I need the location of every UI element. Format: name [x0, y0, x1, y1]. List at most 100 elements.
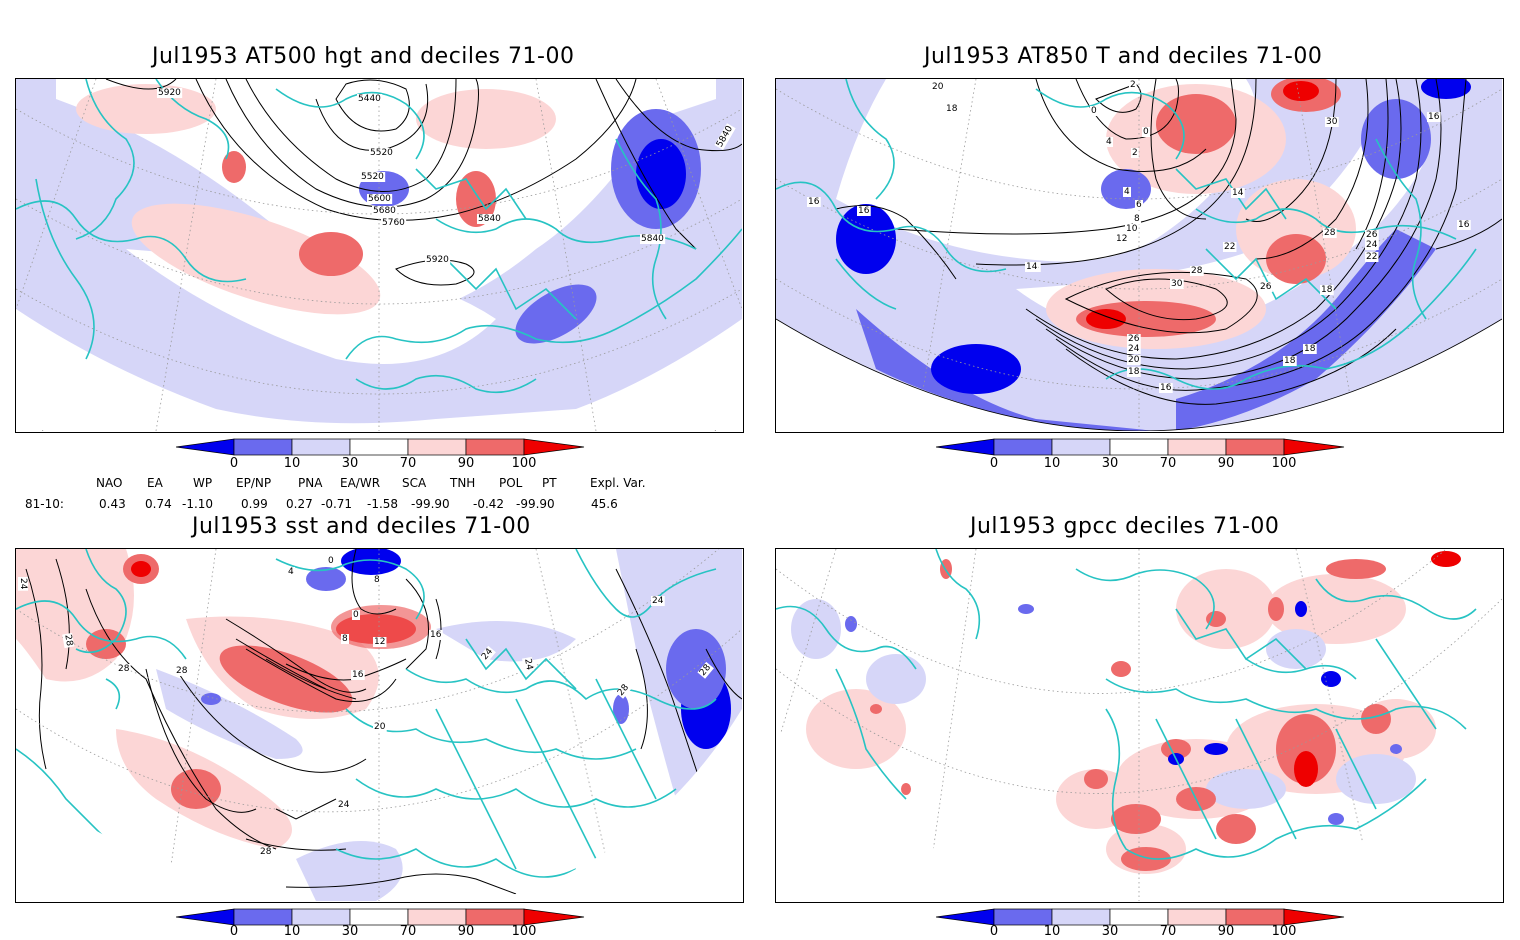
contour-label-bg	[1259, 282, 1273, 292]
colorbar-tick: 90	[1217, 456, 1235, 471]
colorbar-swatches	[175, 908, 585, 926]
contour-label-bg	[945, 104, 959, 114]
colorbar-segment	[233, 908, 293, 926]
index-header: TNH	[450, 476, 476, 490]
contour-label: 16	[1458, 220, 1470, 230]
colorbar-segment	[993, 438, 1053, 456]
contour-label: 5600	[368, 194, 391, 204]
contour-label: 18	[1128, 367, 1140, 377]
colorbar-segment	[407, 908, 467, 926]
anomaly-light-blue	[156, 669, 303, 759]
contour-label: 0	[1091, 106, 1097, 116]
contour-label: 18	[1321, 285, 1333, 295]
contour-label: 12	[1116, 234, 1127, 244]
contour-label: 4	[1124, 187, 1130, 197]
colorbar-tick: 0	[989, 456, 999, 471]
colorbar-segment	[291, 908, 351, 926]
index-value: 45.6	[591, 497, 618, 511]
contour-label-bg	[1325, 117, 1339, 127]
contour-label-boxes: 20 2 18 0 0 4 2 30 16 16 4 6 8 10 12 14 …	[807, 80, 1471, 393]
colorbar-segment	[1225, 908, 1285, 926]
colorbar-segment	[175, 438, 235, 456]
anomaly-blue-belt	[856, 309, 1156, 431]
contour-label-bg	[425, 255, 451, 265]
colorbar-segment	[1051, 438, 1111, 456]
anomaly-red	[456, 171, 496, 227]
colorbar-segment	[523, 438, 585, 456]
contour-label: 22	[1224, 242, 1235, 252]
colorbar-tick: 0	[229, 456, 239, 471]
contour-label-bg	[1231, 188, 1245, 198]
colorbar-tick: 10	[1043, 456, 1061, 471]
index-value: 0.74	[145, 497, 172, 511]
colorbar-tick: 100	[511, 456, 537, 471]
contour-label: 8	[342, 634, 348, 644]
index-header: PNA	[298, 476, 323, 490]
contour-label: 20	[374, 722, 386, 732]
contour-label: 14	[1232, 188, 1244, 198]
contour-label: 20	[932, 82, 944, 92]
contour-label: 8	[374, 575, 380, 585]
contour-label: 26	[1128, 334, 1140, 344]
contour-label-bg	[1129, 80, 1137, 90]
contour-label: 18	[1284, 356, 1296, 366]
contour-label-bg	[1127, 334, 1141, 344]
anomaly-blue	[666, 629, 726, 709]
colorbar-bottom-left: 0 10 30 70 90 100	[175, 908, 586, 940]
contour-label-bg	[931, 82, 945, 92]
contour-label: 2	[1132, 148, 1138, 158]
contour-label-bg	[1283, 356, 1297, 366]
anomaly-red	[299, 232, 363, 276]
contour-label: 16	[352, 670, 364, 680]
anomaly-blue	[613, 694, 629, 724]
colorbar-tick: 70	[1159, 456, 1177, 471]
anomaly-red	[1086, 309, 1126, 329]
contour-label-bg	[1123, 187, 1131, 197]
contour-label-bg	[1457, 220, 1471, 230]
contour-label-bg	[1025, 262, 1039, 272]
anomaly-light-blue	[296, 841, 403, 901]
index-header: EA	[147, 476, 163, 490]
contour-label-bg	[62, 632, 75, 649]
contour-label-bg	[373, 637, 387, 647]
grid-lines	[776, 79, 1502, 431]
contour-label-bg	[1365, 240, 1379, 250]
contour-label-bg	[1365, 230, 1379, 240]
contour-label: 4	[1106, 137, 1112, 147]
index-header: EP/NP	[236, 476, 272, 490]
anomaly-deep-blue	[836, 204, 896, 274]
colorbar-segment	[465, 908, 525, 926]
index-value: 0.43	[99, 497, 126, 511]
colorbar-tick: 30	[341, 456, 359, 471]
coastlines	[776, 549, 1477, 860]
contour-label-bg	[373, 575, 381, 585]
contour-label: 0	[1143, 127, 1149, 137]
contour-label: 20	[1128, 355, 1140, 365]
contour-label-bg	[1127, 367, 1141, 377]
index-header: NAO	[96, 476, 123, 490]
contour-label-bg	[367, 194, 393, 204]
map-canvas: 24 28 28 28 0 4 0 8 12 16 16 20 24 28 24…	[16, 549, 742, 901]
colorbar-tick: 0	[989, 924, 999, 939]
anomaly-red	[1266, 234, 1326, 284]
colorbar-segment	[1225, 438, 1285, 456]
index-value: -99.90	[516, 497, 555, 511]
contour-label-bg	[1323, 228, 1337, 238]
index-row-label: 81-10:	[25, 497, 64, 511]
contour-label-bg	[360, 172, 386, 182]
panel1-title: Jul1953 AT500 hgt and deciles 71-00	[152, 44, 575, 69]
index-header: PT	[542, 476, 557, 490]
contour-label-bg	[1303, 344, 1317, 354]
colorbar-segment	[1283, 438, 1345, 456]
contour-label-bg	[1105, 137, 1113, 147]
colorbar-segment	[291, 438, 351, 456]
contour-label: 4	[288, 567, 294, 577]
contour-label: 22	[1366, 252, 1377, 262]
colorbar-swatches	[935, 438, 1345, 456]
contour-label-bg	[351, 670, 365, 680]
colorbar-tick: 70	[399, 924, 417, 939]
contour-label: 5920	[426, 255, 449, 265]
colorbar-top-right: 0 10 30 70 90 100	[935, 438, 1346, 474]
contour-label-bg	[1125, 224, 1139, 234]
contour-label-bg	[697, 661, 714, 679]
